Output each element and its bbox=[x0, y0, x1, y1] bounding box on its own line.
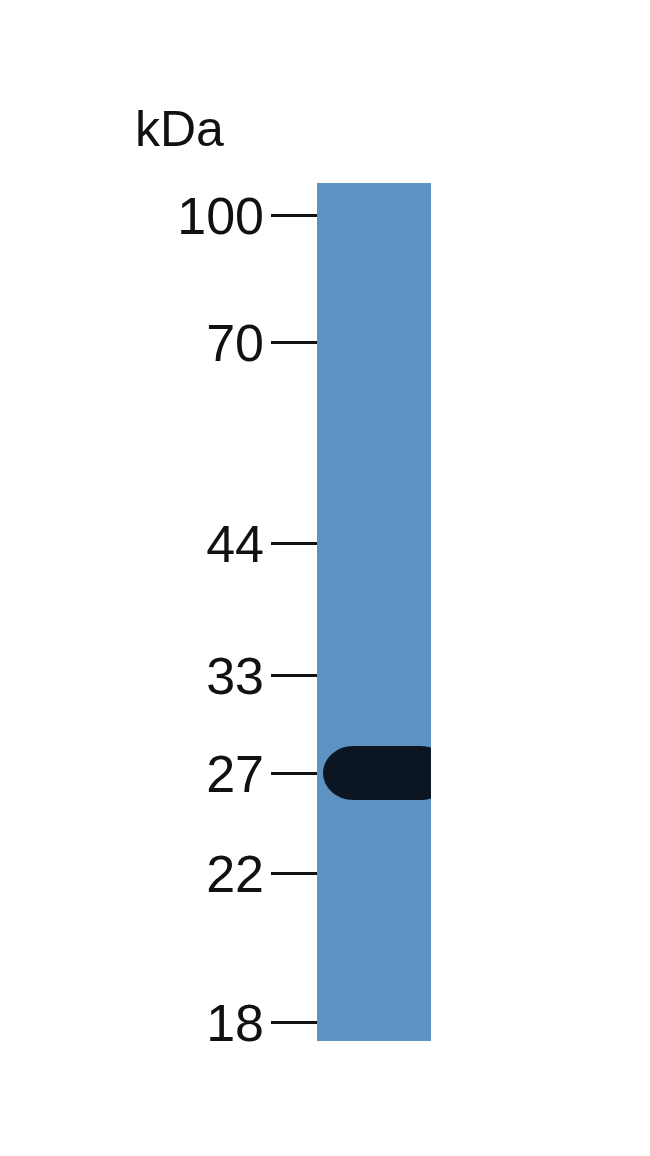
bands bbox=[323, 746, 431, 800]
tick: 100 bbox=[177, 187, 317, 245]
tick: 44 bbox=[206, 515, 317, 573]
tick: 33 bbox=[206, 647, 317, 705]
tick: 70 bbox=[206, 314, 317, 372]
tick-label: 22 bbox=[206, 845, 264, 903]
tick-label: 27 bbox=[206, 745, 264, 803]
tick-mark bbox=[271, 214, 317, 217]
tick: 18 bbox=[206, 994, 317, 1052]
tick-label: 44 bbox=[206, 515, 264, 573]
tick-mark bbox=[271, 341, 317, 344]
tick-label: 18 bbox=[206, 994, 264, 1052]
tick-mark bbox=[271, 674, 317, 677]
tick-label: 70 bbox=[206, 314, 264, 372]
tick-label: 100 bbox=[177, 187, 264, 245]
tick-label: 33 bbox=[206, 647, 264, 705]
tick: 27 bbox=[206, 745, 317, 803]
tick-mark bbox=[271, 542, 317, 545]
band bbox=[323, 746, 431, 800]
tick-mark bbox=[271, 872, 317, 875]
axis-label: kDa bbox=[135, 101, 224, 157]
tick: 22 bbox=[206, 845, 317, 903]
chart: 100 70 44 33 27 22 18 kDa bbox=[0, 0, 650, 1156]
y-axis: 100 70 44 33 27 22 18 bbox=[177, 187, 317, 1052]
lane bbox=[317, 183, 431, 1041]
tick-mark bbox=[271, 1021, 317, 1024]
tick-mark bbox=[271, 772, 317, 775]
